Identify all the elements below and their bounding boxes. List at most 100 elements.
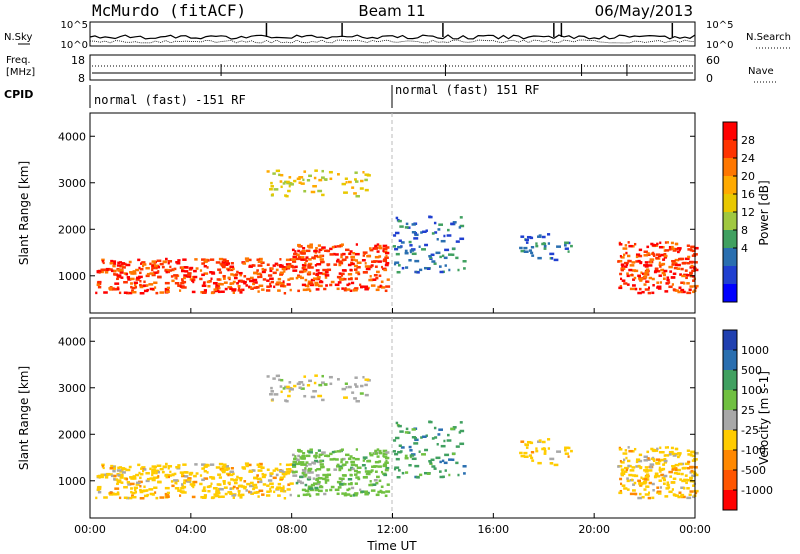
- velocity-cell: [435, 456, 441, 460]
- velocity-cell: [375, 493, 380, 497]
- power-cell: [315, 246, 318, 250]
- power-cell: [336, 275, 342, 279]
- power-cell: [380, 286, 386, 289]
- power-cell: [437, 228, 441, 231]
- velocity-cell: [310, 395, 316, 399]
- power-cell: [351, 186, 355, 189]
- power-cell: [623, 282, 628, 285]
- velocity-cell: [623, 466, 629, 470]
- power-cell: [135, 268, 140, 272]
- colorbar-frame: [722, 329, 738, 511]
- velocity-cell: [322, 477, 326, 481]
- power-cell: [248, 285, 251, 289]
- velocity-cell: [318, 383, 323, 387]
- velocity-cell: [359, 488, 362, 492]
- velocity-cell: [239, 496, 243, 499]
- ytick-label: 2000: [58, 223, 86, 236]
- power-cell: [222, 275, 226, 278]
- power-cell: [673, 262, 678, 265]
- power-cell: [629, 287, 635, 291]
- power-cell: [300, 256, 305, 259]
- power-cell: [270, 280, 275, 284]
- noise-sky-trace: [89, 34, 696, 40]
- power-cell: [300, 276, 305, 280]
- velocity-cell: [671, 468, 675, 471]
- velocity-cell: [250, 492, 254, 495]
- velocity-cell: [317, 477, 323, 480]
- velocity-cell: [689, 453, 693, 457]
- power-cell: [310, 190, 316, 194]
- power-cell: [666, 278, 670, 282]
- velocity-cell: [181, 471, 184, 475]
- velocity-cell: [422, 435, 427, 439]
- power-cell: [305, 249, 311, 253]
- power-cell: [188, 268, 193, 271]
- velocity-cell: [298, 386, 302, 389]
- velocity-cell: [139, 476, 142, 480]
- power-cell: [411, 231, 416, 234]
- velocity-cell: [622, 452, 628, 455]
- power-cell: [229, 287, 233, 291]
- power-cell: [690, 264, 694, 268]
- velocity-cell: [378, 479, 382, 483]
- power-cell: [681, 290, 686, 294]
- power-cell: [298, 176, 304, 179]
- velocity-cell: [257, 480, 260, 484]
- power-cell: [353, 264, 358, 268]
- power-cell: [306, 179, 311, 182]
- power-cell: [132, 270, 137, 273]
- power-cell: [309, 283, 314, 287]
- velocity-cell: [222, 464, 226, 468]
- velocity-cell: [400, 446, 405, 449]
- velocity-cell: [352, 494, 356, 497]
- velocity-cell: [237, 485, 241, 488]
- velocity-cell: [294, 455, 297, 458]
- power-cell: [229, 265, 235, 269]
- power-cell: [375, 288, 380, 292]
- noise-panel: N.Sky 10^5 10^0 10^5 10^0 N.Search: [4, 20, 791, 51]
- power-cell: [181, 278, 184, 281]
- velocity-cell: [274, 467, 279, 471]
- colorbar-tick-label: 20: [741, 170, 755, 183]
- velocity-cell: [108, 473, 113, 476]
- power-cell: [286, 265, 291, 269]
- power-cell: [317, 244, 322, 247]
- power-cell: [97, 285, 102, 289]
- velocity-cell: [320, 465, 325, 469]
- velocity-cell: [193, 480, 198, 484]
- velocity-cell: [343, 482, 347, 486]
- ytick-label: 3000: [58, 177, 86, 190]
- power-cell: [427, 267, 431, 271]
- power-cell: [448, 268, 451, 272]
- velocity-cell: [408, 445, 412, 449]
- power-cell: [288, 176, 292, 179]
- power-cell: [306, 272, 312, 276]
- velocity-cell: [428, 459, 432, 463]
- velocity-cell: [275, 473, 279, 477]
- power-cell: [627, 259, 631, 263]
- power-cell: [157, 265, 161, 269]
- power-cell: [303, 269, 307, 273]
- power-cell: [621, 265, 624, 268]
- velocity-cell: [116, 491, 120, 494]
- velocity-cell: [236, 487, 239, 490]
- velocity-cell: [649, 466, 653, 469]
- power-cell: [409, 250, 412, 254]
- velocity-cell: [142, 489, 148, 492]
- power-cell: [634, 287, 638, 291]
- velocity-cell: [251, 469, 256, 472]
- velocity-cell: [243, 480, 247, 483]
- velocity-cell: [129, 476, 134, 479]
- power-cell: [686, 261, 691, 265]
- velocity-cell: [620, 482, 623, 486]
- power-cell: [677, 250, 680, 254]
- power-cell: [433, 221, 437, 225]
- velocity-cell: [286, 470, 291, 474]
- power-cell: [296, 253, 300, 257]
- velocity-cell: [134, 490, 138, 494]
- power-cell: [368, 247, 372, 250]
- velocity-cell: [444, 453, 450, 457]
- velocity-cell: [116, 492, 120, 496]
- frequency-panel: Freq. [MHz] 18 8 60 0 Nave: [6, 54, 776, 85]
- power-cell: [116, 287, 120, 291]
